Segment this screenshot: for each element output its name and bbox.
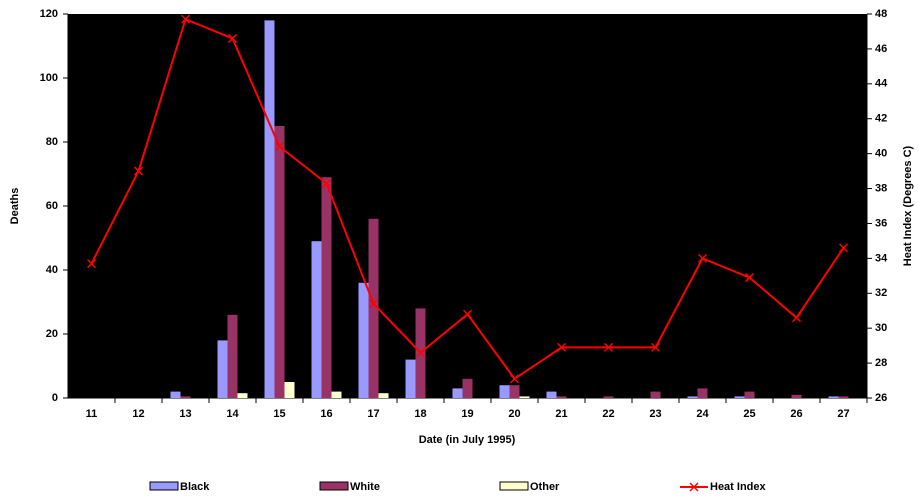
y2-tick-label: 38 xyxy=(875,182,887,194)
y2-tick-label: 26 xyxy=(875,392,887,404)
marker xyxy=(415,348,426,358)
marker xyxy=(744,273,755,283)
marker xyxy=(133,166,144,176)
bar xyxy=(284,382,295,398)
marker xyxy=(509,374,520,384)
bar xyxy=(650,391,661,398)
marker xyxy=(274,142,285,152)
x-tick-label: 20 xyxy=(508,408,520,420)
bar xyxy=(405,359,416,398)
bar xyxy=(744,391,755,398)
bar xyxy=(170,391,181,398)
bar xyxy=(217,340,228,398)
y-tick-label: 80 xyxy=(46,136,58,148)
x-tick-label: 14 xyxy=(226,408,239,420)
marker xyxy=(791,313,802,323)
marker xyxy=(321,178,332,188)
bar xyxy=(321,177,332,398)
legend-label: Black xyxy=(180,481,210,493)
bar xyxy=(603,396,614,398)
x-tick-label: 21 xyxy=(555,408,567,420)
x-tick-label: 25 xyxy=(743,408,755,420)
y2-tick-label: 40 xyxy=(875,148,887,160)
y2-tick-label: 30 xyxy=(875,322,887,334)
bar xyxy=(546,391,557,398)
x-tick-label: 24 xyxy=(696,408,709,420)
x-tick-label: 15 xyxy=(273,408,285,420)
marker xyxy=(86,259,97,269)
y2-tick-label: 46 xyxy=(875,43,887,55)
x-tick-label: 11 xyxy=(86,408,98,420)
x-tick-label: 26 xyxy=(790,408,802,420)
y2-axis-label: Heat Index (Degrees C) xyxy=(902,145,914,266)
legend-swatch xyxy=(149,481,179,491)
bar xyxy=(519,396,530,398)
bar xyxy=(237,393,248,398)
marker xyxy=(368,299,379,309)
bar xyxy=(462,378,473,398)
bar xyxy=(828,396,839,398)
bar xyxy=(697,388,708,398)
bar xyxy=(791,394,802,398)
marker xyxy=(227,33,238,43)
marker xyxy=(838,243,849,253)
x-tick-label: 13 xyxy=(179,408,191,420)
y-tick-label: 100 xyxy=(40,72,58,84)
bar xyxy=(331,391,342,398)
bar xyxy=(358,282,369,398)
y-tick-label: 20 xyxy=(46,328,58,340)
bar xyxy=(452,388,463,398)
y-axis-label: Deaths xyxy=(9,188,21,225)
x-tick-label: 19 xyxy=(461,408,473,420)
y2-tick-label: 48 xyxy=(875,8,887,20)
legend-label: White xyxy=(350,481,380,493)
y2-tick-label: 42 xyxy=(875,113,887,125)
legend-marker xyxy=(689,482,699,492)
marker xyxy=(556,342,567,352)
legend-label: Heat Index xyxy=(710,481,767,493)
x-tick-label: 27 xyxy=(837,408,849,420)
x-tick-label: 22 xyxy=(602,408,614,420)
bar xyxy=(509,385,520,398)
y2-tick-label: 34 xyxy=(875,252,888,264)
bar xyxy=(556,396,567,398)
marker xyxy=(180,14,191,24)
x-tick-label: 17 xyxy=(367,408,379,420)
marker xyxy=(650,342,661,352)
legend-swatch xyxy=(499,481,529,491)
y-tick-label: 0 xyxy=(52,392,58,404)
x-tick-label: 16 xyxy=(320,408,332,420)
y-tick-label: 60 xyxy=(46,200,58,212)
bar xyxy=(499,385,510,398)
x-tick-label: 23 xyxy=(649,408,661,420)
x-tick-label: 18 xyxy=(414,408,426,420)
x-tick-label: 12 xyxy=(132,408,144,420)
legend-swatch xyxy=(319,481,349,491)
y-tick-label: 40 xyxy=(46,264,58,276)
y2-tick-label: 28 xyxy=(875,357,887,369)
marker xyxy=(697,253,708,263)
bar xyxy=(180,396,191,398)
bar xyxy=(264,20,275,399)
bar xyxy=(378,393,389,398)
bar xyxy=(687,396,698,398)
legend-label: Other xyxy=(530,481,560,493)
y-tick-label: 120 xyxy=(40,8,58,20)
bar xyxy=(227,314,238,398)
bar xyxy=(734,396,745,398)
y2-tick-label: 44 xyxy=(875,78,888,90)
bar xyxy=(311,241,322,398)
bar xyxy=(274,126,285,398)
marker xyxy=(603,342,614,352)
marker xyxy=(462,309,473,319)
x-axis-label: Date (in July 1995) xyxy=(419,434,516,446)
bar xyxy=(838,396,849,398)
y2-tick-label: 32 xyxy=(875,287,887,299)
bar xyxy=(368,218,379,398)
y2-tick-label: 36 xyxy=(875,217,887,229)
plot-area xyxy=(68,14,867,398)
